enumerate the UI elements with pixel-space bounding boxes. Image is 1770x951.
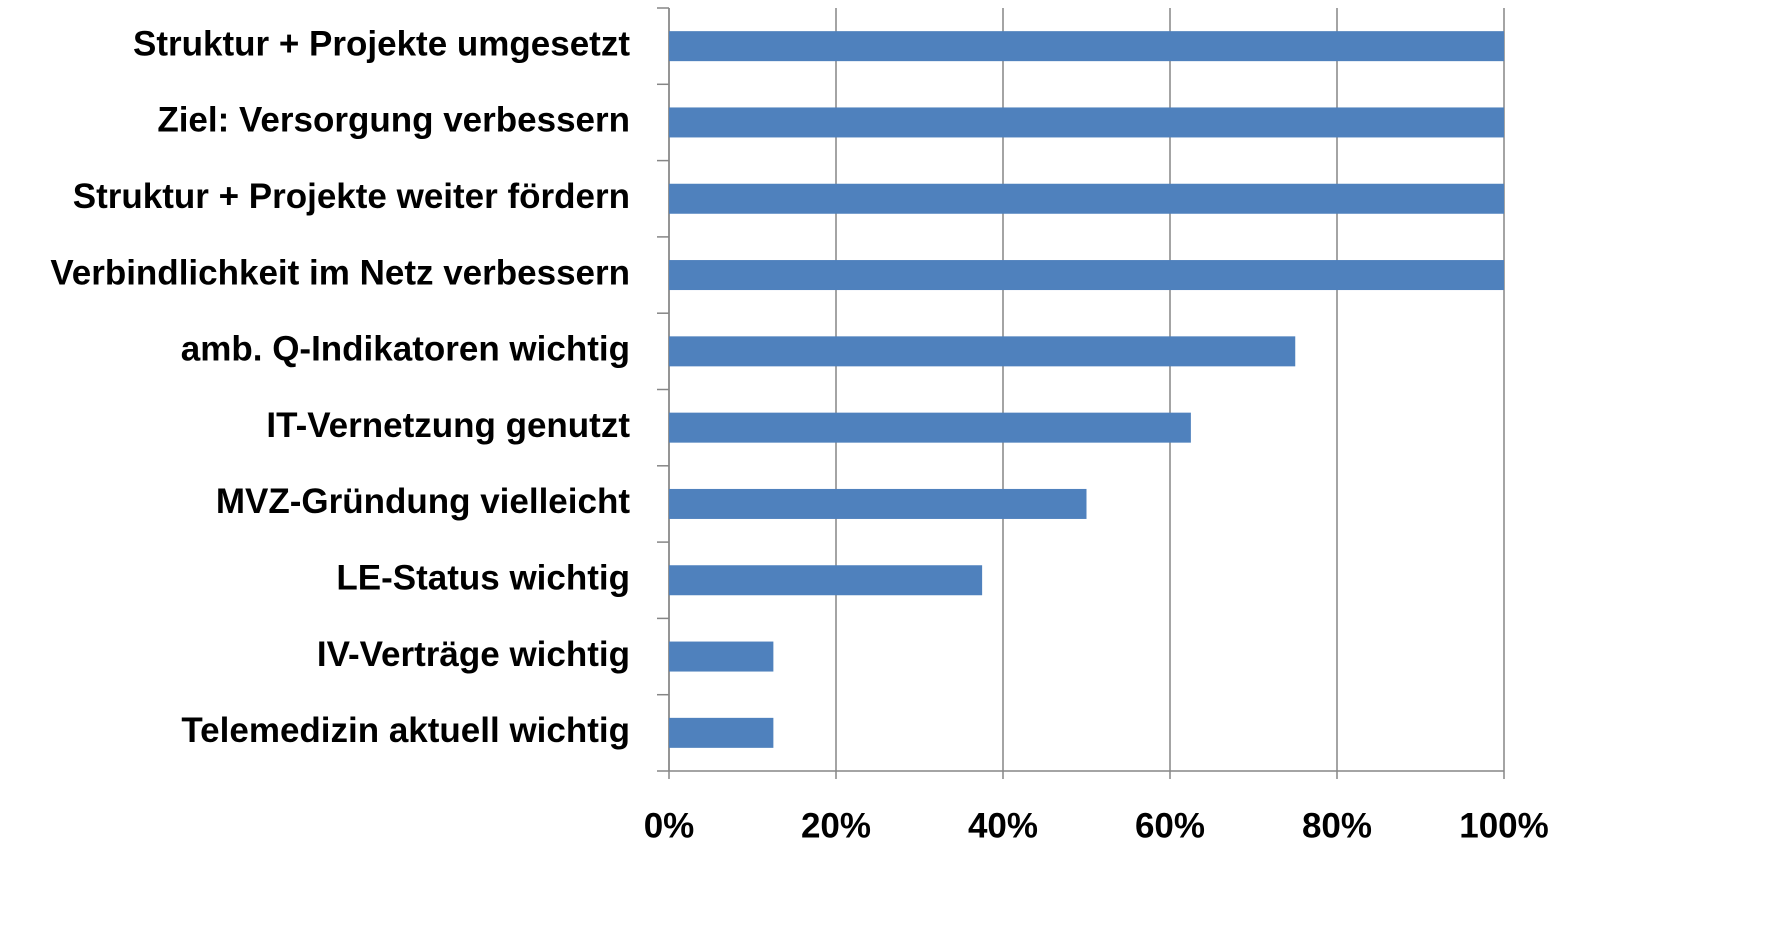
bar xyxy=(669,260,1504,291)
x-tick-label: 0% xyxy=(644,806,695,845)
x-tick-label: 80% xyxy=(1302,806,1372,845)
y-tick-label: IT-Vernetzung genutzt xyxy=(266,406,630,445)
x-tick-label: 40% xyxy=(968,806,1038,845)
x-tick-label: 60% xyxy=(1135,806,1205,845)
bar xyxy=(669,488,1087,519)
bar xyxy=(669,641,774,672)
y-tick-label: amb. Q-Indikatoren wichtig xyxy=(181,330,630,369)
y-tick-label: IV-Verträge wichtig xyxy=(317,635,630,674)
bar xyxy=(669,412,1191,443)
bar xyxy=(669,107,1504,138)
bar xyxy=(669,183,1504,214)
x-tick-label: 100% xyxy=(1459,806,1549,845)
y-tick-label: Verbindlichkeit im Netz verbessern xyxy=(50,253,630,292)
y-tick-label: Struktur + Projekte weiter fördern xyxy=(73,177,630,216)
bar xyxy=(669,336,1296,367)
bar xyxy=(669,565,983,596)
y-tick-label: MVZ-Gründung vielleicht xyxy=(216,482,631,521)
y-tick-label: Telemedizin aktuell wichtig xyxy=(181,711,630,750)
bar xyxy=(669,717,774,748)
bar xyxy=(669,31,1504,62)
y-tick-label: LE-Status wichtig xyxy=(336,559,630,598)
x-tick-label: 20% xyxy=(801,806,871,845)
y-tick-label: Struktur + Projekte umgesetzt xyxy=(133,24,630,63)
y-tick-label: Ziel: Versorgung verbessern xyxy=(157,101,630,140)
